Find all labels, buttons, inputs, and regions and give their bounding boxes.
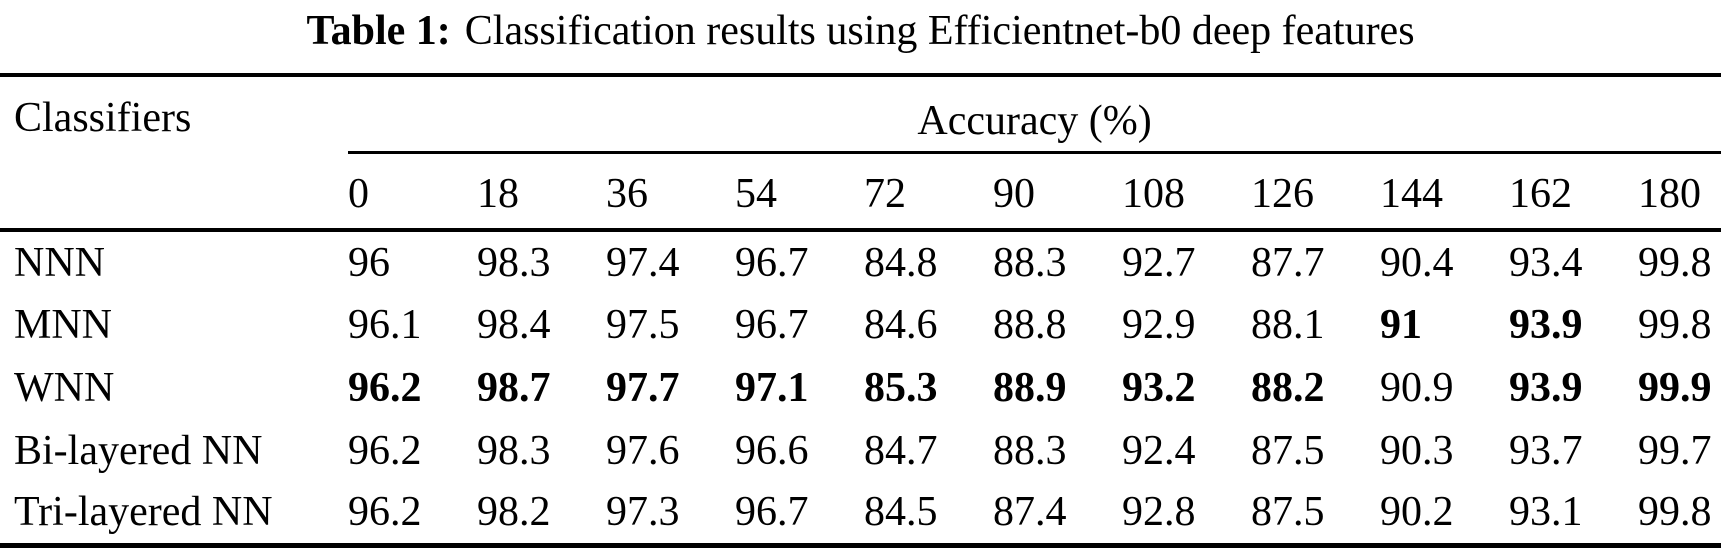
- accuracy-cell: 97.5: [606, 301, 680, 348]
- table-row: NNN 96 98.3 97.4 96.7 84.8 88.3 92.7 87.7 90.4 93.…: [0, 230, 1721, 293]
- classifier-name: NNN: [14, 239, 105, 286]
- accuracy-cell: 93.7: [1509, 427, 1583, 474]
- accuracy-cell: 96.2: [348, 364, 422, 411]
- classifiers-column-header: Classifiers: [0, 75, 348, 232]
- table-row: MNN 96.1 98.4 97.5 96.7 84.6 88.8 92.9 88.1 91 93.…: [0, 293, 1721, 356]
- angle-column-header: 72: [864, 152, 993, 232]
- classifier-name: Bi-layered NN: [14, 427, 263, 474]
- accuracy-cell: 84.8: [864, 239, 938, 286]
- accuracy-cell: 93.9: [1509, 364, 1583, 411]
- accuracy-cell: 90.3: [1380, 427, 1454, 474]
- accuracy-cell: 99.9: [1638, 364, 1712, 411]
- accuracy-cell: 90.4: [1380, 239, 1454, 286]
- accuracy-cell: 90.2: [1380, 489, 1454, 536]
- accuracy-cell: 97.3: [606, 489, 680, 536]
- angle-column-header: 0: [348, 152, 477, 232]
- accuracy-cell: 96.2: [348, 427, 422, 474]
- angle-column-header: 144: [1380, 152, 1509, 232]
- accuracy-cell: 99.8: [1638, 489, 1712, 536]
- accuracy-cell: 84.6: [864, 301, 938, 348]
- angle-column-header: 90: [993, 152, 1122, 232]
- accuracy-cell: 99.8: [1638, 301, 1712, 348]
- accuracy-cell: 96.2: [348, 489, 422, 536]
- accuracy-cell: 88.3: [993, 427, 1067, 474]
- angle-column-header: 36: [606, 152, 735, 232]
- accuracy-cell: 92.4: [1122, 427, 1196, 474]
- accuracy-cell: 96: [348, 239, 390, 286]
- accuracy-cell: 98.7: [477, 364, 551, 411]
- caption-label: Table 1:: [306, 8, 451, 54]
- table-head: Classifiers Accuracy (%) 0 18 36 54 72 90 108 1…: [0, 75, 1721, 232]
- table-row: Tri-layered NN 96.2 98.2 97.3 96.7 84.5 87.4 92…: [0, 482, 1721, 545]
- angle-column-header: 108: [1122, 152, 1251, 232]
- accuracy-cell: 97.6: [606, 427, 680, 474]
- table-caption: Table 1: Classification results using Eff…: [0, 0, 1721, 73]
- accuracy-cell: 90.9: [1380, 364, 1454, 411]
- accuracy-cell: 88.1: [1251, 301, 1325, 348]
- classifier-name: WNN: [14, 364, 115, 411]
- results-table: Classifiers Accuracy (%) 0 18 36 54 72 90 108 1…: [0, 73, 1721, 548]
- group-header-row: Classifiers Accuracy (%): [0, 75, 1721, 232]
- accuracy-cell: 93.2: [1122, 364, 1196, 411]
- accuracy-cell: 85.3: [864, 364, 938, 411]
- accuracy-cell: 96.7: [735, 301, 809, 348]
- accuracy-cell: 88.2: [1251, 364, 1325, 411]
- accuracy-cell: 87.7: [1251, 239, 1325, 286]
- accuracy-cell: 97.7: [606, 364, 680, 411]
- accuracy-group-header: Accuracy (%): [348, 75, 1721, 154]
- accuracy-cell: 97.1: [735, 364, 809, 411]
- table-row: WNN 96.2 98.7 97.7 97.1 85.3 88.9 93.2 88.2 90.9 9…: [0, 356, 1721, 419]
- accuracy-cell: 84.7: [864, 427, 938, 474]
- accuracy-cell: 88.8: [993, 301, 1067, 348]
- accuracy-cell: 91: [1380, 301, 1422, 348]
- accuracy-cell: 92.7: [1122, 239, 1196, 286]
- classifier-name: MNN: [14, 301, 113, 348]
- accuracy-cell: 84.5: [864, 489, 938, 536]
- accuracy-cell: 99.8: [1638, 239, 1712, 286]
- accuracy-cell: 98.2: [477, 489, 551, 536]
- angle-header-row: 0 18 36 54 72 90 108 126 144 162 180: [0, 152, 1721, 232]
- accuracy-cell: 88.9: [993, 364, 1067, 411]
- accuracy-cell: 99.7: [1638, 427, 1712, 474]
- accuracy-cell: 93.9: [1509, 301, 1583, 348]
- accuracy-cell: 97.4: [606, 239, 680, 286]
- angle-column-header: 162: [1509, 152, 1638, 232]
- table-row: Bi-layered NN 96.2 98.3 97.6 96.6 84.7 88.3 92.…: [0, 419, 1721, 482]
- accuracy-cell: 87.5: [1251, 489, 1325, 536]
- angle-column-header: 180: [1638, 152, 1721, 232]
- accuracy-cell: 98.3: [477, 239, 551, 286]
- accuracy-cell: 98.4: [477, 301, 551, 348]
- accuracy-cell: 92.8: [1122, 489, 1196, 536]
- accuracy-cell: 96.7: [735, 239, 809, 286]
- accuracy-cell: 98.3: [477, 427, 551, 474]
- accuracy-cell: 93.1: [1509, 489, 1583, 536]
- accuracy-cell: 88.3: [993, 239, 1067, 286]
- accuracy-cell: 87.5: [1251, 427, 1325, 474]
- accuracy-cell: 92.9: [1122, 301, 1196, 348]
- accuracy-cell: 96.6: [735, 427, 809, 474]
- accuracy-cell: 93.4: [1509, 239, 1583, 286]
- angle-column-header: 54: [735, 152, 864, 232]
- accuracy-cell: 87.4: [993, 489, 1067, 536]
- angle-column-header: 18: [477, 152, 606, 232]
- accuracy-cell: 96.1: [348, 301, 422, 348]
- caption-text: Classification results using Efficientne…: [464, 8, 1415, 54]
- table-body: NNN 96 98.3 97.4 96.7 84.8 88.3 92.7 87.7 90.4 93.…: [0, 230, 1721, 545]
- accuracy-cell: 96.7: [735, 489, 809, 536]
- classifier-name: Tri-layered NN: [14, 489, 273, 536]
- angle-column-header: 126: [1251, 152, 1380, 232]
